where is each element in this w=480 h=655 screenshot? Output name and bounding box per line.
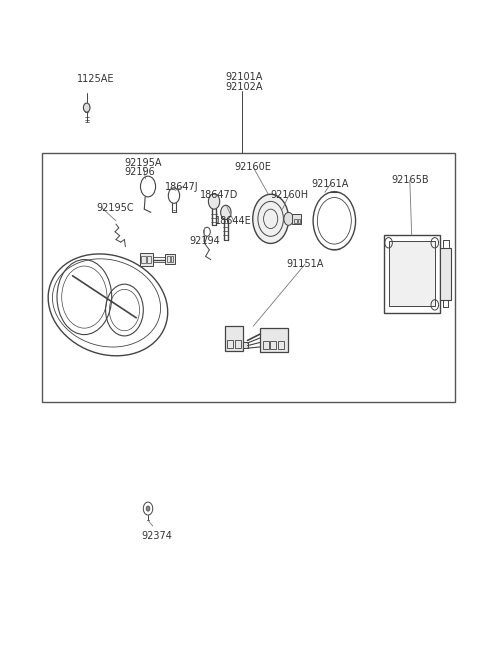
Text: 92161A: 92161A bbox=[312, 179, 349, 189]
Bar bbox=[225, 326, 243, 351]
Circle shape bbox=[253, 195, 288, 244]
Bar bbox=[235, 340, 241, 348]
Text: 92160E: 92160E bbox=[234, 162, 271, 172]
Bar bbox=[227, 340, 233, 348]
Text: 92160H: 92160H bbox=[270, 190, 308, 200]
Text: 92101A: 92101A bbox=[226, 71, 263, 82]
Bar bbox=[384, 235, 440, 312]
Bar bbox=[270, 341, 276, 350]
Bar bbox=[278, 341, 284, 350]
Bar bbox=[294, 219, 297, 223]
Bar bbox=[440, 248, 451, 300]
Text: 1125AE: 1125AE bbox=[77, 73, 115, 84]
Circle shape bbox=[84, 103, 90, 112]
Bar bbox=[260, 328, 288, 352]
Circle shape bbox=[146, 506, 150, 511]
Text: 18644E: 18644E bbox=[215, 216, 252, 227]
Text: 92195C: 92195C bbox=[96, 203, 134, 213]
Text: 92195A: 92195A bbox=[124, 158, 162, 168]
Bar bbox=[243, 342, 248, 348]
Bar bbox=[167, 255, 170, 262]
Text: 18647D: 18647D bbox=[200, 190, 238, 200]
Text: 91151A: 91151A bbox=[286, 259, 324, 269]
Text: 92196: 92196 bbox=[124, 166, 155, 177]
Bar bbox=[171, 255, 173, 262]
Bar bbox=[42, 153, 455, 402]
Text: 92102A: 92102A bbox=[226, 82, 264, 92]
Bar bbox=[140, 253, 153, 266]
Circle shape bbox=[284, 212, 293, 225]
Circle shape bbox=[221, 205, 231, 219]
Bar bbox=[263, 341, 269, 350]
Text: 92374: 92374 bbox=[141, 531, 172, 541]
Bar bbox=[146, 255, 151, 263]
Bar bbox=[142, 255, 145, 263]
Bar bbox=[298, 219, 300, 223]
Text: 18647J: 18647J bbox=[165, 181, 198, 191]
Bar bbox=[389, 242, 435, 306]
Bar bbox=[292, 214, 301, 224]
Text: 92165B: 92165B bbox=[391, 175, 429, 185]
Text: 92194: 92194 bbox=[190, 236, 220, 246]
Bar bbox=[166, 253, 175, 264]
Circle shape bbox=[208, 194, 220, 209]
